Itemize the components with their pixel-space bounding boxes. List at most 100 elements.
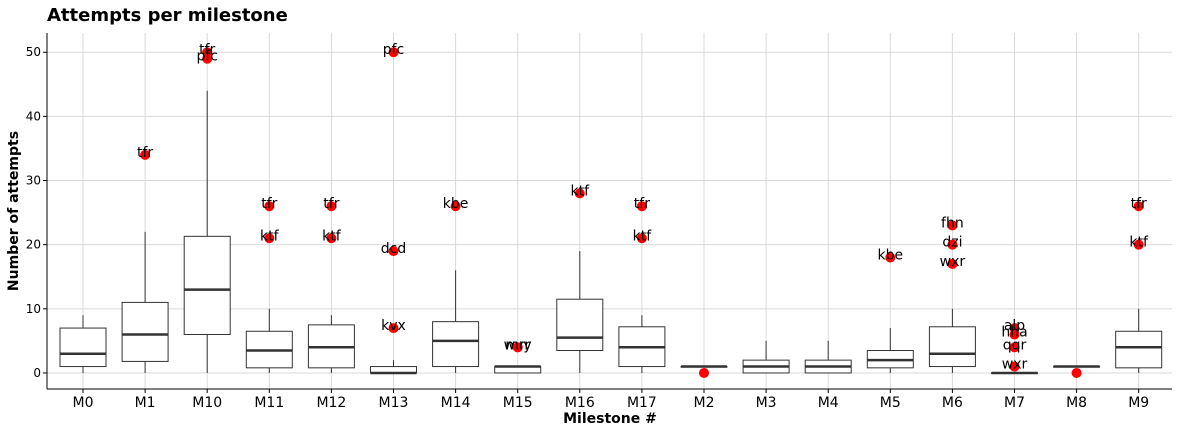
outlier-label: pfc xyxy=(196,49,218,65)
outlier-label: ktf xyxy=(1129,235,1149,251)
outlier-label: kbe xyxy=(443,196,469,212)
outlier-label: dcd xyxy=(381,241,406,257)
outlier-label: tfr xyxy=(634,196,650,212)
axes: 0 10 20 30 40 50 M0 M1 M10 M11 M12 M13 M14 M15 M16 M17 M… xyxy=(26,33,1172,411)
box-M2 xyxy=(680,365,728,368)
x-tick-label: M17 xyxy=(627,395,657,411)
x-tick-label: M5 xyxy=(880,395,901,411)
outlier-label: tfr xyxy=(137,145,153,161)
outlier-point xyxy=(636,201,647,212)
y-tick-label: 20 xyxy=(26,238,41,252)
x-tick-label: M15 xyxy=(503,395,533,411)
outlier-label: tfr xyxy=(1131,196,1147,212)
box-iqr xyxy=(432,321,480,368)
outlier-point xyxy=(636,233,647,244)
x-tick-label: M3 xyxy=(756,395,777,411)
outlier-point xyxy=(1133,201,1144,212)
box-layer xyxy=(59,90,1163,375)
y-tick-label: 30 xyxy=(26,174,41,188)
outlier-point xyxy=(947,220,958,231)
outlier-point xyxy=(264,201,275,212)
outlier-point xyxy=(1009,342,1020,353)
box-M6 xyxy=(928,308,976,373)
x-tick-label: M14 xyxy=(441,395,471,411)
x-tick-label: M6 xyxy=(942,395,963,411)
y-tick-label: 50 xyxy=(26,45,41,59)
x-tick-label: M10 xyxy=(192,395,222,411)
outlier-point xyxy=(1009,329,1020,340)
outlier-point xyxy=(1009,361,1020,372)
outlier-label: ktf xyxy=(571,183,591,199)
box-M17 xyxy=(618,315,666,373)
y-axis-title: Number of attempts xyxy=(6,131,22,291)
box-M1 xyxy=(121,231,169,373)
y-tick-label: 10 xyxy=(26,302,41,316)
outlier-point xyxy=(699,367,709,378)
x-tick-label: M8 xyxy=(1066,395,1087,411)
outlier-point xyxy=(947,258,958,269)
outlier-point xyxy=(574,188,585,199)
x-tick-label: M0 xyxy=(73,395,94,411)
outlier-point xyxy=(1071,367,1082,378)
outlier-label: kbe xyxy=(877,248,903,264)
outlier-point xyxy=(388,47,399,58)
box-iqr xyxy=(928,326,976,368)
outlier-point xyxy=(512,342,523,353)
outlier-label: tfr xyxy=(199,42,215,58)
box-M9 xyxy=(1115,308,1163,373)
box-M8 xyxy=(1053,365,1101,368)
box-M3 xyxy=(742,340,790,374)
outlier-point xyxy=(326,233,337,244)
outlier-point xyxy=(947,239,958,250)
outlier-point xyxy=(140,149,151,160)
outlier-point xyxy=(450,201,461,212)
outlier-point xyxy=(202,53,213,64)
x-axis-title: Milestone # xyxy=(563,411,657,427)
outlier-label: wxr xyxy=(940,254,966,270)
x-tick-label: M11 xyxy=(254,395,284,411)
box-M0 xyxy=(59,315,107,373)
outlier-label: tfr xyxy=(323,196,339,212)
outlier-point xyxy=(388,323,399,334)
x-tick-label: M16 xyxy=(565,395,595,411)
box-M10 xyxy=(183,90,231,373)
box-iqr xyxy=(59,327,107,368)
outlier-point xyxy=(1133,239,1144,250)
outlier-point xyxy=(264,233,275,244)
x-tick-label: M7 xyxy=(1004,395,1025,411)
chart-title: Attempts per milestone xyxy=(47,5,288,26)
outlier-point xyxy=(885,252,896,263)
x-tick-label: M12 xyxy=(316,395,346,411)
outlier-label: hha xyxy=(1001,324,1027,340)
box-M7 xyxy=(991,371,1038,375)
outlier-label: tfr xyxy=(261,196,277,212)
x-tick-label: M13 xyxy=(379,395,409,411)
outlier-label: pfc xyxy=(383,42,405,58)
x-tick-label: M4 xyxy=(818,395,839,411)
outlier-label: qqr xyxy=(1003,337,1027,353)
outlier-label: wxr xyxy=(1002,357,1028,373)
outlier-label: ktf xyxy=(260,228,280,244)
x-tick-label: M1 xyxy=(135,395,156,411)
box-M11 xyxy=(245,308,293,373)
box-iqr xyxy=(121,301,169,362)
box-M12 xyxy=(307,315,355,373)
box-M13 xyxy=(370,360,417,375)
y-tick-label: 40 xyxy=(26,109,41,123)
outlier-layer: tfrtfrpfctfrktftfrktfpfcdcdkvxkbewvymrrk… xyxy=(137,42,1149,378)
outlier-point xyxy=(326,201,337,212)
outlier-label: ktf xyxy=(322,228,342,244)
x-tick-label: M9 xyxy=(1128,395,1149,411)
box-M4 xyxy=(804,340,852,374)
box-iqr xyxy=(183,235,231,335)
outlier-label: alp xyxy=(1004,318,1025,334)
box-M15 xyxy=(494,365,542,374)
y-tick-label: 0 xyxy=(33,366,41,380)
x-tick-label: M2 xyxy=(694,395,715,411)
box-iqr xyxy=(1115,330,1163,369)
outlier-label: mrr xyxy=(505,337,530,353)
outlier-label: fhn xyxy=(941,215,964,231)
outlier-label: kvx xyxy=(381,318,406,334)
box-M14 xyxy=(432,270,480,373)
